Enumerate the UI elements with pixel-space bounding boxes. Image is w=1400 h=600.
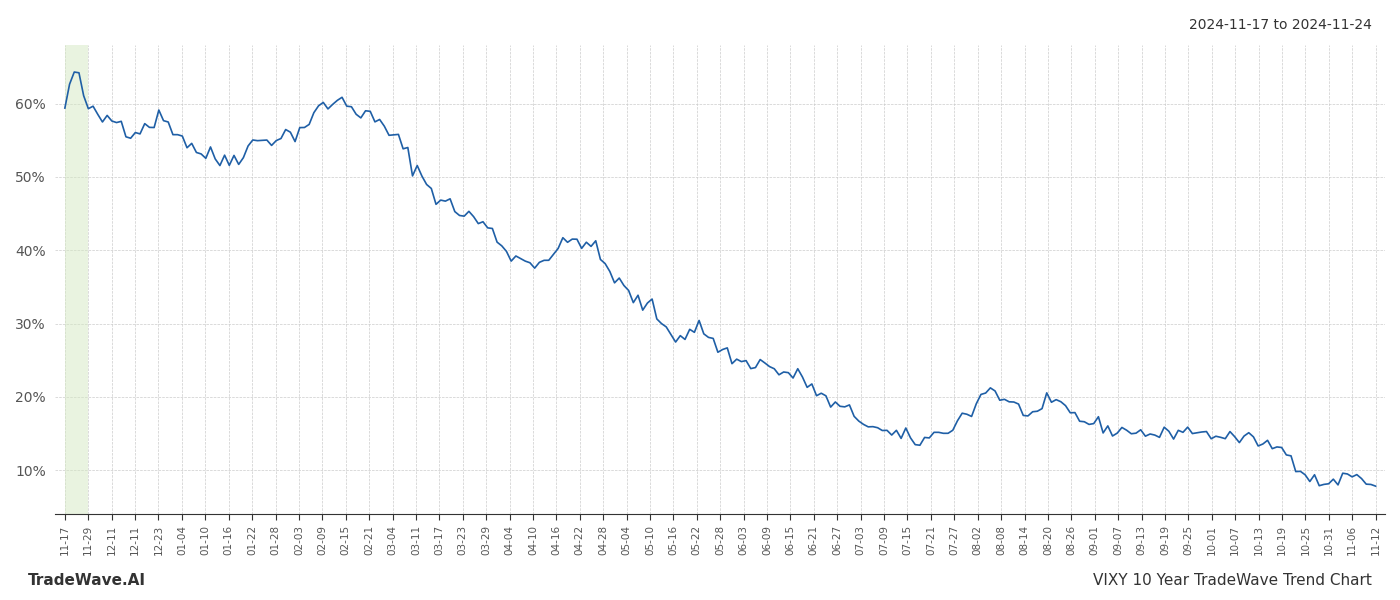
Bar	[64, 45, 88, 514]
Text: TradeWave.AI: TradeWave.AI	[28, 573, 146, 588]
Text: VIXY 10 Year TradeWave Trend Chart: VIXY 10 Year TradeWave Trend Chart	[1093, 573, 1372, 588]
Text: 2024-11-17 to 2024-11-24: 2024-11-17 to 2024-11-24	[1189, 18, 1372, 32]
